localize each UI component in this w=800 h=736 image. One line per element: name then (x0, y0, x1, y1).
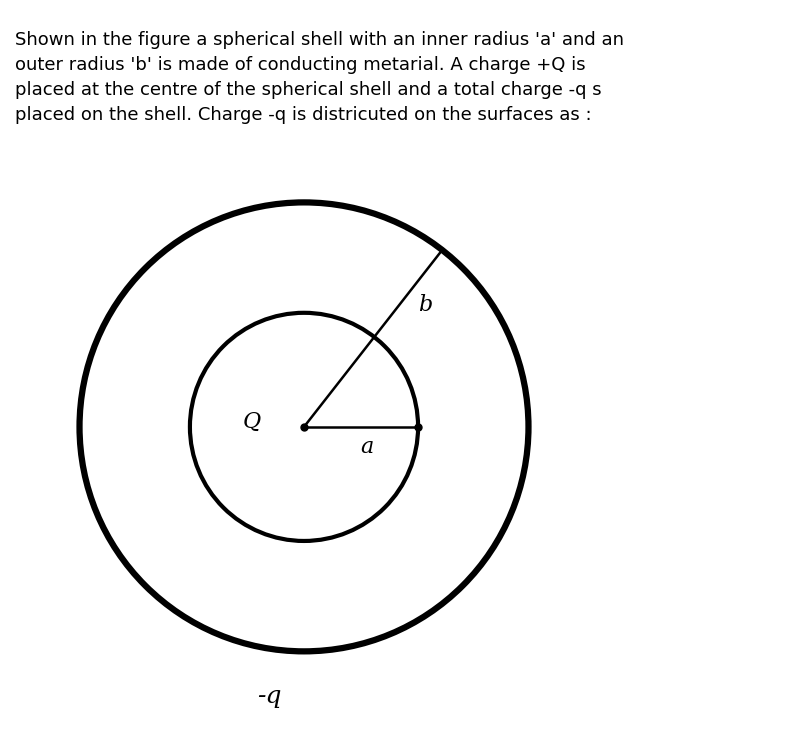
Text: Q: Q (243, 411, 261, 433)
Text: Shown in the figure a spherical shell with an inner radius 'a' and an
outer radi: Shown in the figure a spherical shell wi… (15, 31, 624, 124)
Text: -q: -q (257, 685, 282, 708)
Text: a: a (360, 436, 374, 458)
Text: b: b (418, 294, 433, 316)
